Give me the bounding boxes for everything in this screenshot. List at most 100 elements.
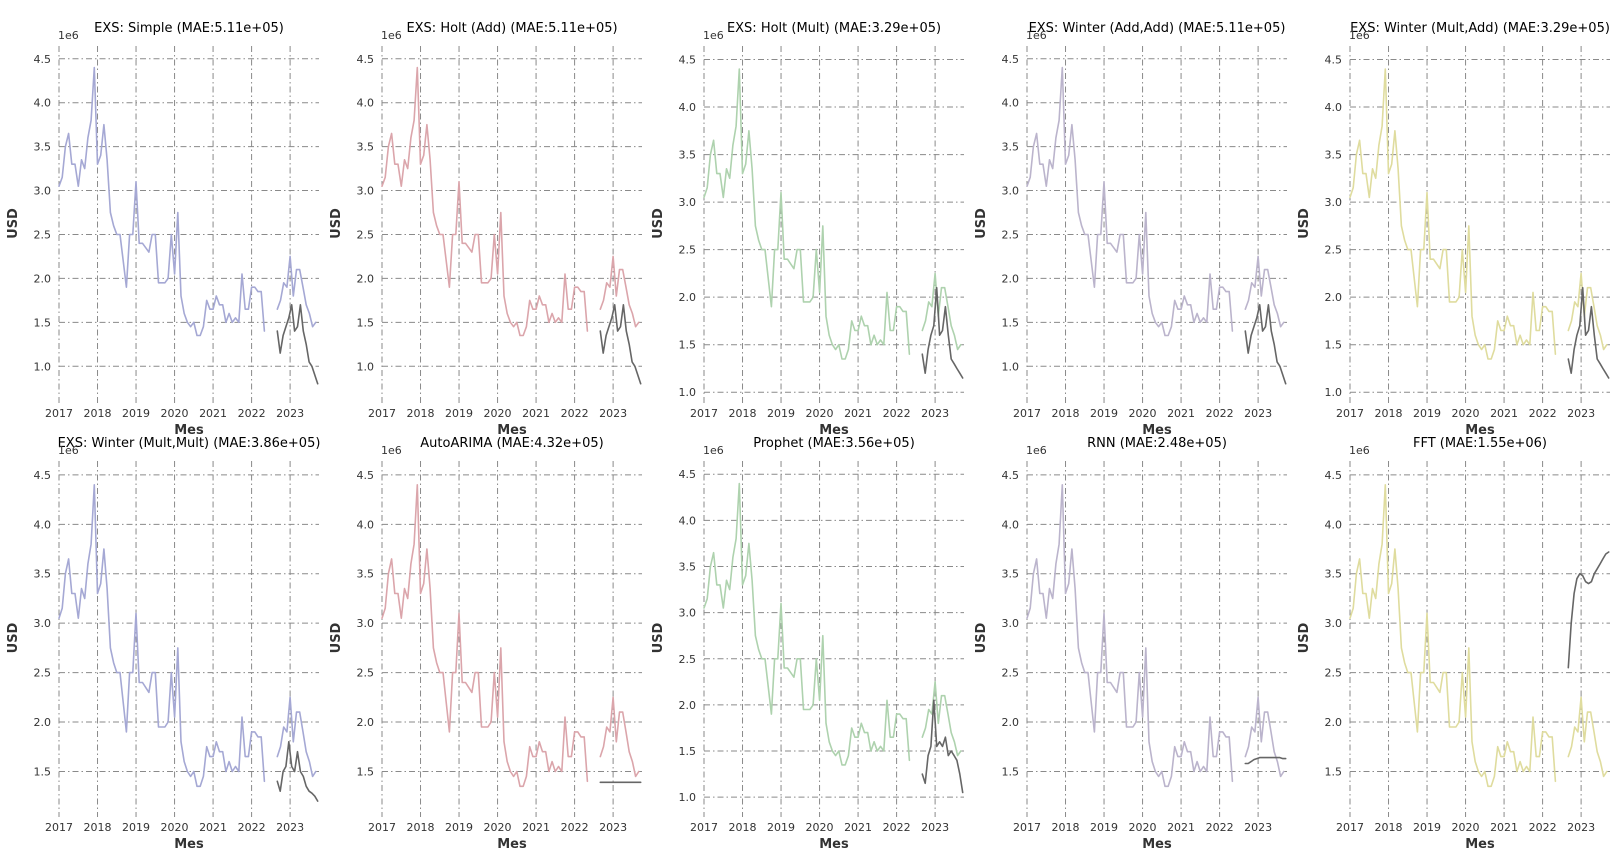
y-tick-label: 1.5 <box>679 339 697 352</box>
y-axis-label: USD <box>1297 208 1312 239</box>
x-tick-label: 2020 <box>806 407 834 420</box>
x-tick-label: 2023 <box>1244 821 1272 834</box>
x-axis-label: Mes <box>1142 423 1172 438</box>
y-tick-label: 3.5 <box>1002 568 1020 581</box>
x-tick-label: 2019 <box>767 821 795 834</box>
y-tick-label: 1.0 <box>1325 386 1343 399</box>
y-tick-label: 1.5 <box>1325 339 1343 352</box>
y-tick-label: 4.5 <box>1325 54 1343 67</box>
chart-panel: RNN (MAE:2.48e+05) 1e6 1.5 2.0 2.5 3.0 3.5 4.0 4… <box>974 436 1287 852</box>
y-offset-label: 1e6 <box>703 29 724 42</box>
y-tick-label: 3.0 <box>357 185 375 198</box>
x-tick-label: 2022 <box>238 821 266 834</box>
history-series-line <box>1026 483 1234 788</box>
y-axis-label: USD <box>329 622 344 653</box>
y-axis-label: USD <box>651 208 666 239</box>
x-tick-label: 2022 <box>1529 821 1557 834</box>
x-tick-label: 2017 <box>1013 821 1041 834</box>
y-offset-label: 1e6 <box>1349 444 1370 457</box>
x-axis-label: Mes <box>497 423 527 438</box>
y-tick-label: 3.0 <box>679 196 697 209</box>
chart-title: EXS: Winter (Mult,Mult) (MAE:3.86e+05) <box>58 436 321 451</box>
y-axis-label: USD <box>1297 622 1312 653</box>
y-axis-label: USD <box>974 208 989 239</box>
x-tick-label: 2017 <box>368 407 396 420</box>
y-tick-label: 4.0 <box>679 101 697 114</box>
actual-series-line <box>276 255 317 328</box>
y-tick-label: 2.5 <box>34 228 52 241</box>
y-tick-label: 2.0 <box>357 716 375 729</box>
x-tick-label: 2017 <box>45 821 73 834</box>
y-tick-label: 3.5 <box>34 568 52 581</box>
chart-title: AutoARIMA (MAE:4.32e+05) <box>420 436 603 451</box>
x-tick-label: 2019 <box>767 407 795 420</box>
x-axis-label: Mes <box>174 837 204 852</box>
y-offset-label: 1e6 <box>703 444 724 457</box>
x-tick-label: 2021 <box>1167 821 1195 834</box>
actual-series-line <box>599 696 640 778</box>
y-tick-label: 2.5 <box>679 244 697 257</box>
actual-series-line <box>921 680 962 757</box>
x-tick-label: 2021 <box>1490 821 1518 834</box>
y-tick-label: 3.0 <box>357 617 375 630</box>
y-tick-label: 4.0 <box>679 514 697 527</box>
forecast-series-line <box>276 740 319 802</box>
actual-series-line <box>276 696 317 778</box>
actual-series-line <box>921 272 962 351</box>
chart-title: EXS: Simple (MAE:5.11e+05) <box>94 21 284 36</box>
y-tick-label: 2.5 <box>1002 667 1020 680</box>
history-series-line <box>1349 68 1557 360</box>
x-tick-label: 2020 <box>161 821 189 834</box>
y-tick-label: 1.5 <box>34 316 52 329</box>
y-tick-label: 4.5 <box>34 469 52 482</box>
x-tick-label: 2017 <box>1336 821 1364 834</box>
x-axis-label: Mes <box>1465 837 1495 852</box>
x-tick-label: 2023 <box>921 821 949 834</box>
actual-series-line <box>599 255 640 328</box>
forecast-series-line <box>1244 756 1287 765</box>
y-tick-label: 1.0 <box>1002 360 1020 373</box>
y-tick-label: 4.0 <box>34 518 52 531</box>
x-tick-label: 2019 <box>445 821 473 834</box>
y-tick-label: 3.5 <box>679 560 697 573</box>
x-tick-label: 2022 <box>1206 407 1234 420</box>
forecast-series-line <box>921 286 964 379</box>
y-tick-label: 2.0 <box>1002 272 1020 285</box>
y-tick-label: 4.0 <box>1325 518 1343 531</box>
y-axis-label: USD <box>6 208 21 239</box>
y-tick-label: 2.0 <box>1002 716 1020 729</box>
x-tick-label: 2020 <box>1129 821 1157 834</box>
x-tick-label: 2021 <box>199 821 227 834</box>
x-tick-label: 2019 <box>1413 407 1441 420</box>
y-offset-label: 1e6 <box>58 444 79 457</box>
y-tick-label: 4.0 <box>357 97 375 110</box>
chart-title: FFT (MAE:1.55e+06) <box>1413 436 1547 451</box>
actual-series-line <box>1244 696 1285 778</box>
x-tick-label: 2018 <box>729 407 757 420</box>
y-tick-label: 4.5 <box>1325 469 1343 482</box>
chart-panel: EXS: Winter (Mult,Mult) (MAE:3.86e+05)1e… <box>6 436 320 852</box>
x-tick-label: 2018 <box>84 407 112 420</box>
x-tick-label: 2022 <box>883 821 911 834</box>
chart-panel: FFT (MAE:1.55e+06) 1e6 1.5 2.0 2.5 3.0 3.5 4.0 4… <box>1297 436 1610 852</box>
y-tick-label: 4.0 <box>1325 101 1343 114</box>
x-tick-label: 2017 <box>690 821 718 834</box>
y-tick-label: 3.5 <box>357 568 375 581</box>
x-tick-label: 2019 <box>122 407 150 420</box>
chart-panel: AutoARIMA (MAE:4.32e+05) 1e6 1.5 2.0 2.5 3.0 3… <box>329 436 642 852</box>
x-tick-label: 2021 <box>844 821 872 834</box>
x-tick-label: 2018 <box>1375 821 1403 834</box>
x-tick-label: 2022 <box>561 407 589 420</box>
x-tick-label: 2021 <box>844 407 872 420</box>
x-tick-label: 2018 <box>1052 407 1080 420</box>
x-tick-label: 2021 <box>522 821 550 834</box>
x-tick-label: 2020 <box>484 821 512 834</box>
chart-panel: EXS: Holt (Add) (MAE:5.11e+05) 1e6 1.0 1.5 2… <box>329 21 642 438</box>
chart-panel: EXS: Holt (Mult) (MAE:3.29e+05)1e6 1.0 1.5… <box>651 21 964 438</box>
y-tick-label: 3.5 <box>1325 149 1343 162</box>
forecast-series-line <box>1567 286 1610 379</box>
y-tick-label: 1.5 <box>679 745 697 758</box>
x-tick-label: 2017 <box>1013 407 1041 420</box>
y-tick-label: 1.5 <box>1002 316 1020 329</box>
